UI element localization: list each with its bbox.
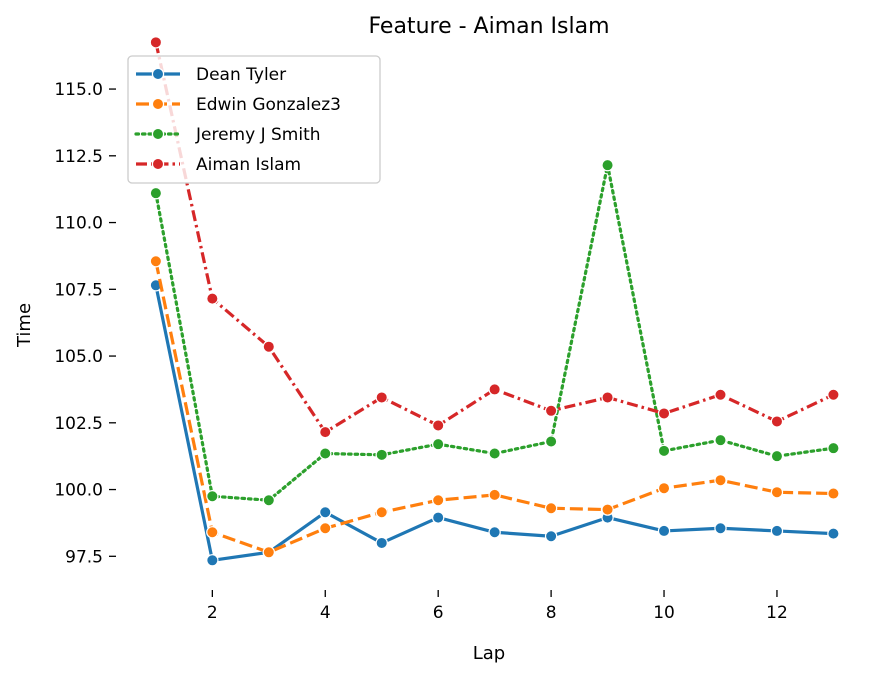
y-tick-label: 105.0 [54,347,103,367]
y-axis: 97.5 100.0 102.5 105.0 107.5 110.0 112.5 115.0 [54,80,116,567]
data-point [827,487,840,500]
data-point [375,391,388,404]
y-tick-label: 115.0 [54,80,103,100]
chart-title: Feature - Aiman Islam [368,14,609,39]
data-point [714,388,727,401]
legend-item: Aiman Islam [136,155,301,175]
data-point [714,433,727,447]
x-tick-label: 2 [207,603,218,623]
x-axis: 2 4 6 8 10 12 [207,590,788,623]
series-4 [149,36,840,439]
data-point [544,404,558,417]
series-3 [149,158,840,507]
data-point [206,292,219,305]
legend-label: Jeremy J Smith [195,125,321,145]
y-tick-label: 112.5 [54,147,103,167]
legend-marker [151,67,165,81]
legend-item: Edwin Gonzalez3 [136,95,341,115]
data-point [149,36,163,49]
data-point [262,340,275,353]
y-tick-label: 102.5 [54,414,103,434]
data-point [375,536,388,550]
data-point [488,383,501,396]
series-2 [149,255,840,559]
x-axis-label: Lap [473,643,505,664]
plot-area [149,36,840,567]
data-point [149,255,163,268]
data-point [714,522,727,535]
data-point [544,502,558,515]
data-point [206,526,219,539]
x-tick-label: 8 [546,603,557,623]
data-point [770,415,784,428]
data-point [714,474,727,487]
data-point [262,494,275,507]
series-line [154,284,834,562]
legend-label: Aiman Islam [196,155,301,175]
data-point [657,444,671,458]
data-point [319,522,332,535]
y-tick-label: 107.5 [54,280,103,300]
y-tick-label: 97.5 [65,547,103,567]
data-point [657,482,671,495]
data-point [149,186,163,200]
data-point [544,530,558,543]
data-point [375,506,388,519]
data-point [601,158,614,172]
series-1 [149,279,840,567]
legend-label: Edwin Gonzalez3 [196,95,341,115]
y-axis-label: Time [14,303,35,348]
data-point [262,546,275,559]
legend-label: Dean Tyler [196,65,286,85]
legend-marker [151,127,165,141]
data-point [827,441,840,455]
x-tick-label: 4 [320,603,331,623]
data-point [827,527,840,540]
legend-marker [151,97,165,111]
x-tick-label: 10 [653,603,675,623]
x-tick-label: 6 [433,603,444,623]
y-tick-label: 100.0 [54,481,103,501]
data-point [431,511,445,524]
data-point [431,419,445,432]
data-point [657,407,671,420]
data-point [601,391,614,404]
data-point [657,524,671,538]
data-point [319,506,332,519]
data-point [770,486,784,499]
data-point [770,449,784,463]
data-point [827,388,840,401]
data-point [488,447,501,460]
data-point [544,435,558,448]
data-point [431,494,445,507]
legend: Dean Tyler Edwin Gonzalez3 Jeremy J Smith A… [127,55,381,184]
legend-box [127,55,381,184]
data-point [770,524,784,538]
legend-item: Dean Tyler [136,65,286,85]
data-point [206,554,219,567]
x-tick-label: 12 [766,603,788,623]
y-tick-label: 110.0 [54,214,103,234]
data-point [431,437,445,451]
data-point [601,503,614,516]
series-line [154,260,834,554]
data-point [375,448,388,462]
data-point [319,447,332,460]
data-point [488,488,501,502]
data-point [488,526,501,539]
data-point [206,490,219,503]
data-point [319,425,332,439]
legend-item: Jeremy J Smith [134,125,321,145]
legend-marker [151,157,165,171]
